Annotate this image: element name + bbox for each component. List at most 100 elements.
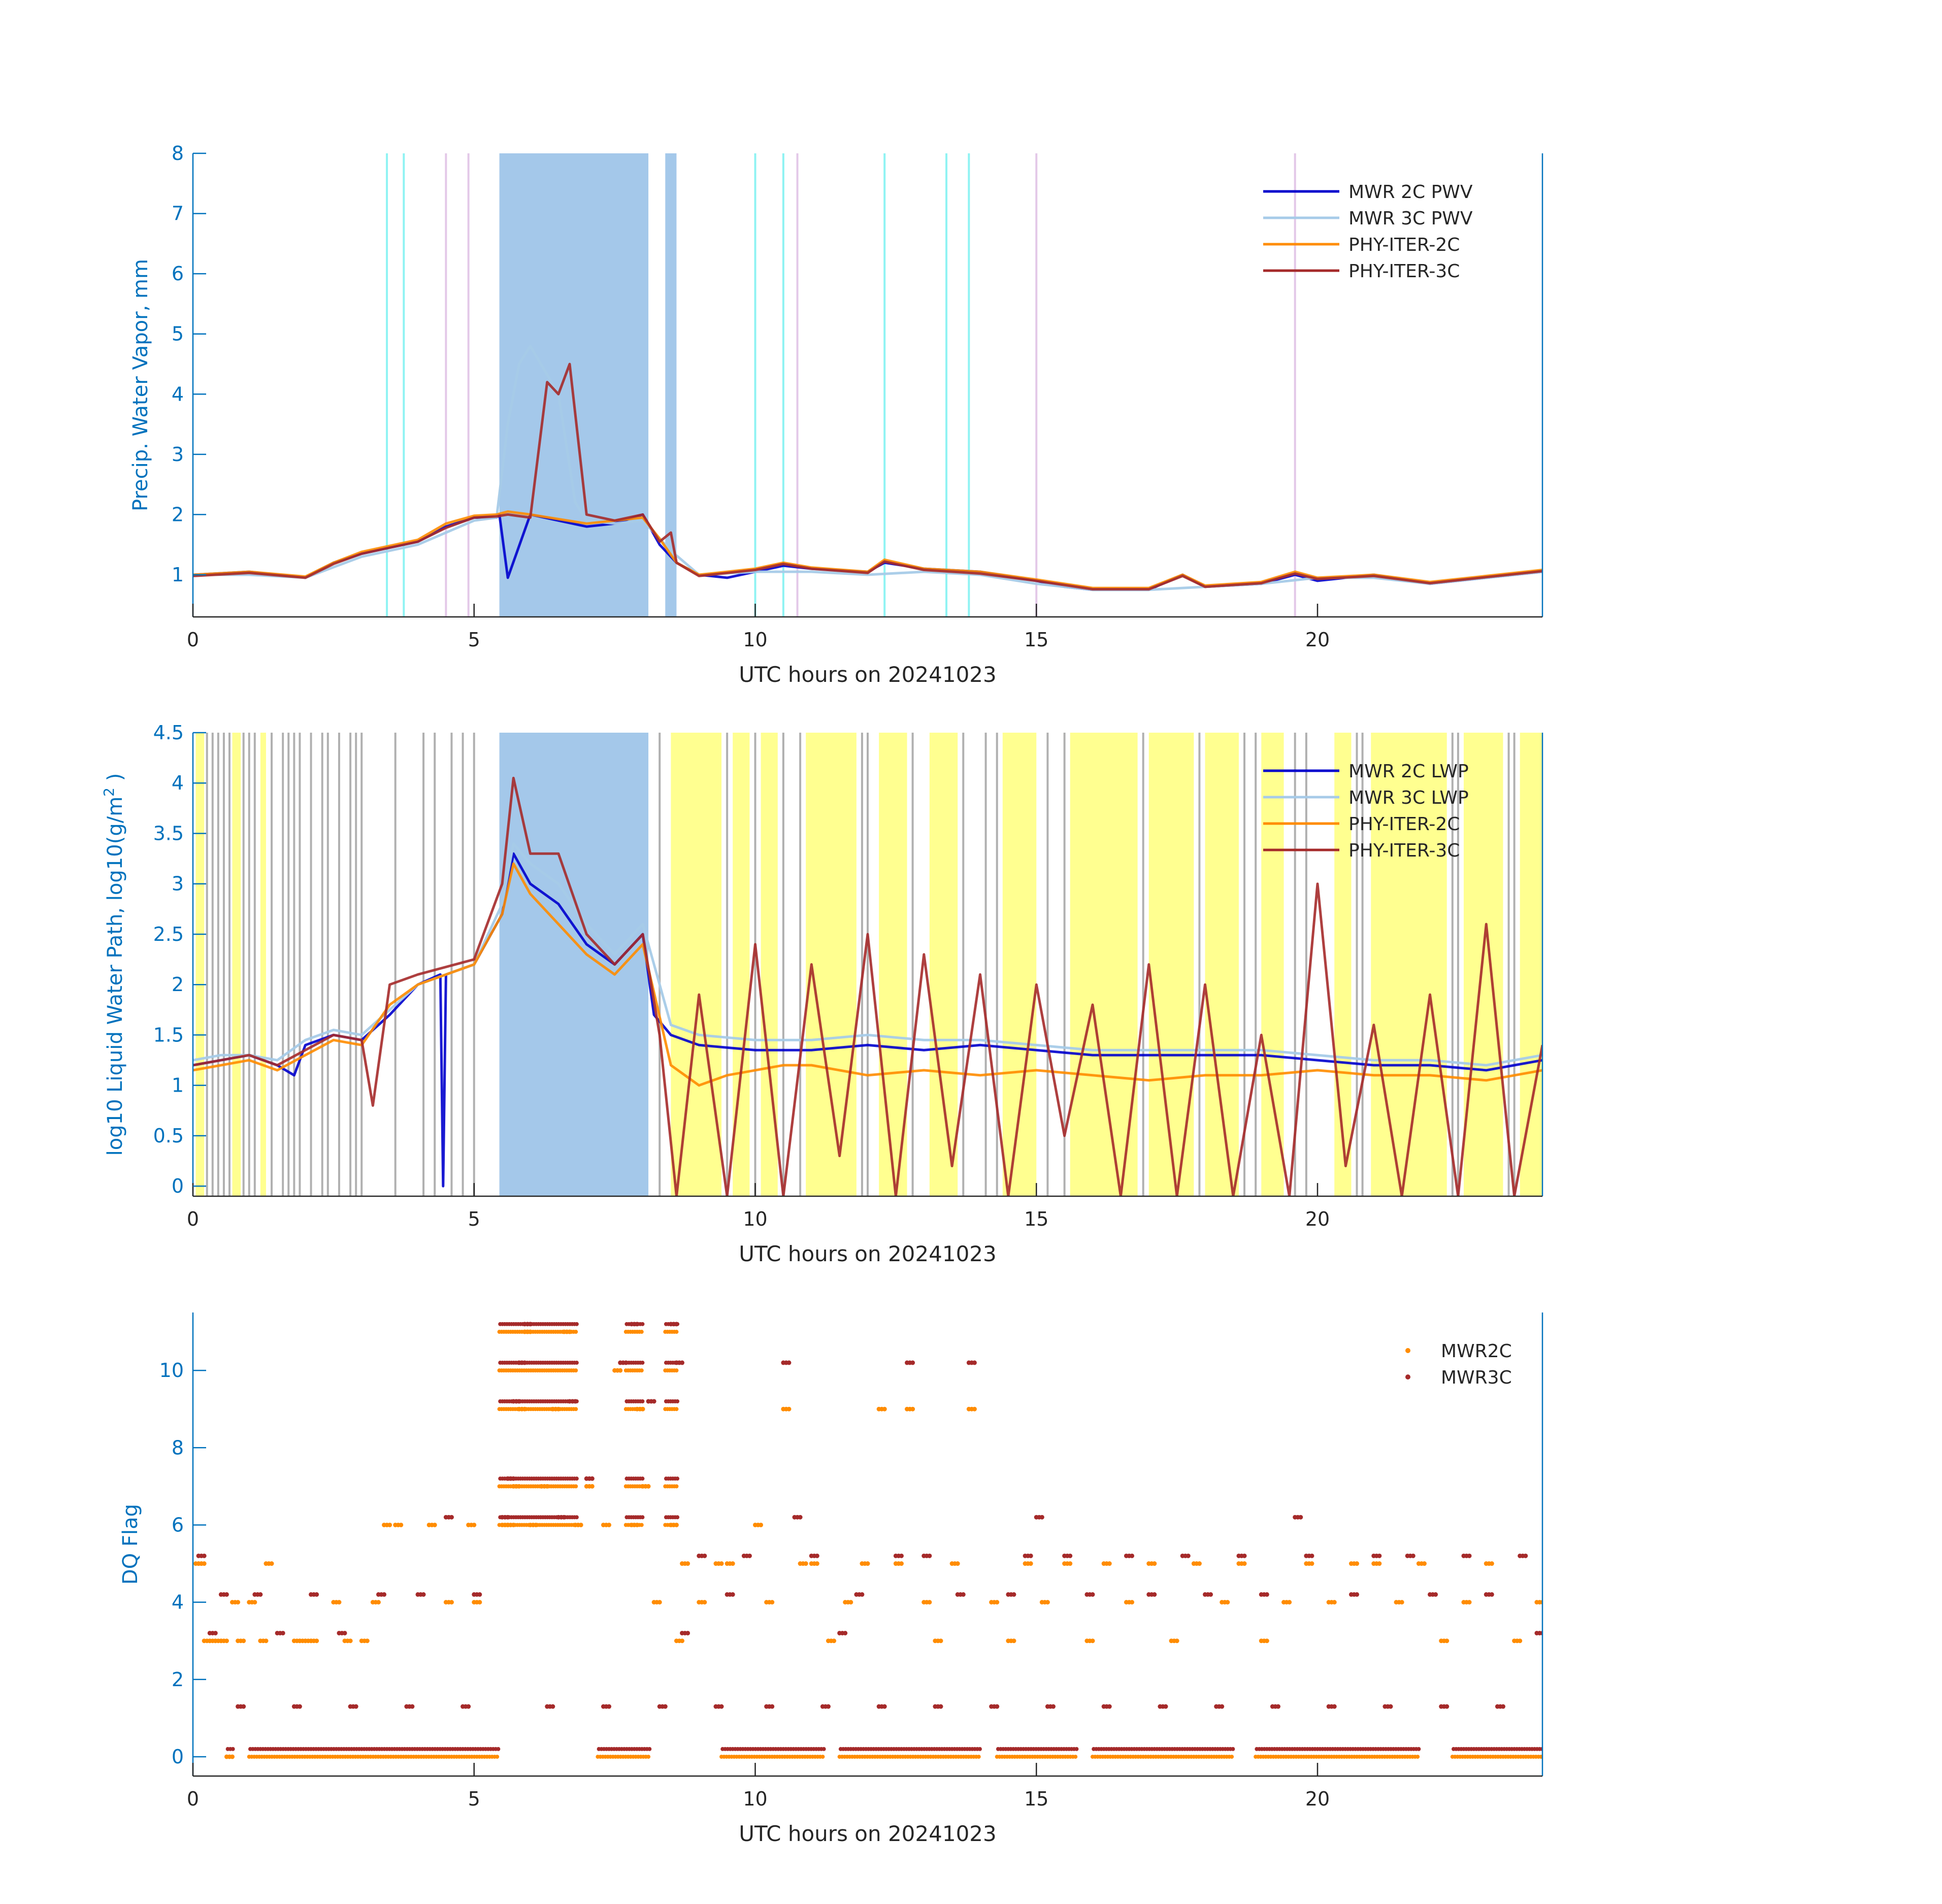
flag-point-mwr3c bbox=[241, 1704, 246, 1709]
flag-point-mwr2c bbox=[814, 1561, 819, 1566]
flag-point-mwr3c bbox=[1068, 1553, 1073, 1558]
flag-point-mwr3c bbox=[843, 1630, 848, 1635]
flag-point-mwr2c bbox=[495, 1754, 500, 1759]
flag-point-mwr2c bbox=[820, 1754, 825, 1759]
flag-point-mwr2c bbox=[545, 1484, 550, 1489]
flag-point-mwr3c bbox=[640, 1399, 645, 1403]
flag-point-mwr2c bbox=[882, 1406, 887, 1411]
x-tick-label: 10 bbox=[743, 1208, 767, 1230]
flag-point-mwr3c bbox=[1186, 1553, 1191, 1558]
flag-point-mwr2c bbox=[534, 1522, 539, 1527]
flag-point-mwr2c bbox=[674, 1484, 679, 1489]
flag-point-mwr2c bbox=[449, 1600, 454, 1605]
flag-point-mwr2c bbox=[1028, 1561, 1033, 1566]
flag-point-mwr2c bbox=[674, 1522, 679, 1527]
flag-point-mwr3c bbox=[1332, 1704, 1337, 1709]
flag-point-mwr3c bbox=[826, 1704, 831, 1709]
flag-point-mwr2c bbox=[770, 1600, 775, 1605]
series-line-phy-iter-2c bbox=[193, 862, 1542, 1087]
flag-point-mwr3c bbox=[562, 1515, 567, 1520]
flag-point-mwr3c bbox=[574, 1476, 579, 1481]
y-axis-label: Precip. Water Vapor, mm bbox=[129, 259, 152, 511]
flag-point-mwr3c bbox=[821, 1747, 826, 1751]
flag-point-mwr3c bbox=[231, 1747, 235, 1751]
flag-point-mwr2c bbox=[574, 1484, 578, 1489]
flag-point-mwr3c bbox=[353, 1704, 358, 1709]
flag-point-mwr3c bbox=[860, 1592, 865, 1597]
yellow-band bbox=[195, 733, 205, 1196]
flag-point-mwr3c bbox=[635, 1322, 640, 1327]
flag-point-mwr2c bbox=[556, 1406, 561, 1411]
flag-point-mwr2c bbox=[1332, 1600, 1337, 1605]
flag-point-mwr2c bbox=[618, 1368, 623, 1373]
flag-point-mwr2c bbox=[1518, 1638, 1523, 1644]
flag-point-mwr2c bbox=[1399, 1600, 1404, 1605]
flag-point-mwr3c bbox=[224, 1592, 229, 1597]
flag-point-mwr3c bbox=[449, 1515, 454, 1520]
flag-point-mwr3c bbox=[297, 1704, 302, 1709]
flag-point-mwr2c bbox=[657, 1600, 662, 1605]
flag-point-mwr2c bbox=[224, 1638, 229, 1644]
legend-label: MWR 2C LWP bbox=[1348, 761, 1469, 782]
y-tick-label: 8 bbox=[172, 1436, 184, 1459]
flag-point-mwr2c bbox=[995, 1600, 1000, 1605]
flag-point-mwr3c bbox=[640, 1360, 645, 1365]
flag-point-mwr3c bbox=[1444, 1704, 1450, 1709]
flag-point-mwr3c bbox=[938, 1704, 943, 1709]
flag-point-mwr3c bbox=[382, 1592, 387, 1597]
flag-point-mwr3c bbox=[747, 1553, 752, 1558]
flag-point-mwr3c bbox=[522, 1360, 527, 1365]
flag-point-mwr2c bbox=[865, 1561, 870, 1566]
flag-point-mwr3c bbox=[730, 1592, 735, 1597]
flag-point-mwr3c bbox=[675, 1399, 680, 1403]
y-tick-label: 3.5 bbox=[153, 822, 184, 844]
flag-point-mwr3c bbox=[1152, 1592, 1157, 1597]
flag-point-mwr3c bbox=[1264, 1592, 1269, 1597]
flag-point-mwr2c bbox=[387, 1522, 392, 1527]
flag-point-mwr3c bbox=[680, 1360, 685, 1365]
flag-point-mwr3c bbox=[663, 1704, 668, 1709]
yellow-band bbox=[1070, 733, 1138, 1196]
x-tick-label: 5 bbox=[468, 1788, 480, 1810]
flag-point-mwr2c bbox=[314, 1638, 319, 1644]
x-tick-label: 0 bbox=[187, 1788, 199, 1810]
flag-point-mwr2c bbox=[578, 1522, 583, 1527]
x-tick-label: 15 bbox=[1024, 1208, 1048, 1230]
flag-point-mwr3c bbox=[477, 1592, 482, 1597]
flag-point-mwr2c bbox=[1174, 1638, 1179, 1644]
yellow-band bbox=[1205, 733, 1239, 1196]
flag-point-mwr3c bbox=[623, 1360, 629, 1365]
yellow-band bbox=[1520, 733, 1542, 1196]
legend-marker bbox=[1405, 1348, 1410, 1353]
y-tick-label: 7 bbox=[172, 203, 184, 225]
flag-point-mwr2c bbox=[241, 1638, 246, 1644]
flag-point-mwr3c bbox=[1355, 1592, 1360, 1597]
flag-point-mwr3c bbox=[1298, 1515, 1303, 1520]
x-tick-label: 20 bbox=[1305, 629, 1330, 651]
flag-point-mwr3c bbox=[574, 1515, 579, 1520]
flag-point-mwr2c bbox=[1444, 1638, 1450, 1644]
y-axis-label-superscript: 2 bbox=[101, 787, 117, 797]
flag-point-mwr3c bbox=[1039, 1515, 1044, 1520]
y-tick-label: 4 bbox=[172, 1591, 184, 1614]
y-tick-label: 2 bbox=[172, 1668, 184, 1691]
flag-point-mwr2c bbox=[1225, 1600, 1230, 1605]
flag-point-mwr2c bbox=[264, 1638, 269, 1644]
flag-point-mwr3c bbox=[1242, 1553, 1247, 1558]
flag-point-mwr2c bbox=[1264, 1638, 1269, 1644]
flag-point-mwr2c bbox=[976, 1754, 981, 1759]
flag-point-mwr3c bbox=[1090, 1592, 1095, 1597]
x-tick-label: 10 bbox=[743, 1788, 767, 1810]
flag-point-mwr3c bbox=[1417, 1747, 1421, 1751]
yellow-band bbox=[1371, 733, 1447, 1196]
y-tick-label: 1.5 bbox=[153, 1024, 184, 1046]
y-axis-label: log10 Liquid Water Path, log10(g/m2 ) bbox=[101, 773, 127, 1156]
y-tick-label: 6 bbox=[172, 262, 184, 285]
flag-point-mwr2c bbox=[1416, 1754, 1420, 1759]
flag-point-mwr2c bbox=[955, 1561, 960, 1566]
flag-point-mwr2c bbox=[972, 1406, 977, 1411]
flag-point-mwr2c bbox=[511, 1522, 516, 1527]
flag-point-mwr3c bbox=[798, 1515, 803, 1520]
flag-point-mwr2c bbox=[1355, 1561, 1360, 1566]
